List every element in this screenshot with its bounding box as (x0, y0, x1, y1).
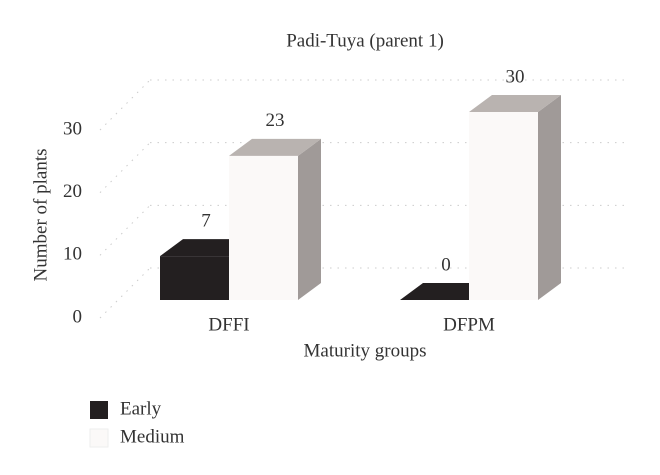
grid-line (99, 204, 151, 256)
bar (229, 155, 298, 300)
value-label: 7 (201, 210, 211, 231)
x-axis-label: Maturity groups (304, 340, 427, 361)
grid-line (99, 79, 151, 131)
bar (160, 256, 229, 300)
bar-side (298, 138, 321, 300)
value-label: 30 (506, 66, 525, 87)
y-tick-label: 20 (63, 181, 82, 202)
bar-side (538, 95, 561, 300)
legend-swatch (90, 401, 108, 419)
legend-swatch (89, 428, 109, 448)
bar-top (229, 138, 321, 156)
grid-line (99, 267, 151, 319)
chart-title: Padi-Tuya (parent 1) (286, 30, 444, 51)
y-tick-label: 0 (73, 306, 83, 327)
value-label: 23 (266, 110, 285, 131)
y-tick-label: 30 (63, 118, 82, 139)
y-tick-label: 10 (63, 244, 82, 265)
bar-top (469, 95, 561, 112)
value-label: 0 (441, 254, 451, 275)
x-tick-label: DFFI (208, 314, 249, 335)
y-axis-label: Number of plants (30, 149, 51, 282)
bar (469, 112, 538, 300)
x-tick-label: DFPM (443, 314, 495, 335)
legend-label: Medium (120, 426, 185, 447)
legend-label: Early (120, 398, 162, 419)
grid-line (99, 142, 151, 194)
